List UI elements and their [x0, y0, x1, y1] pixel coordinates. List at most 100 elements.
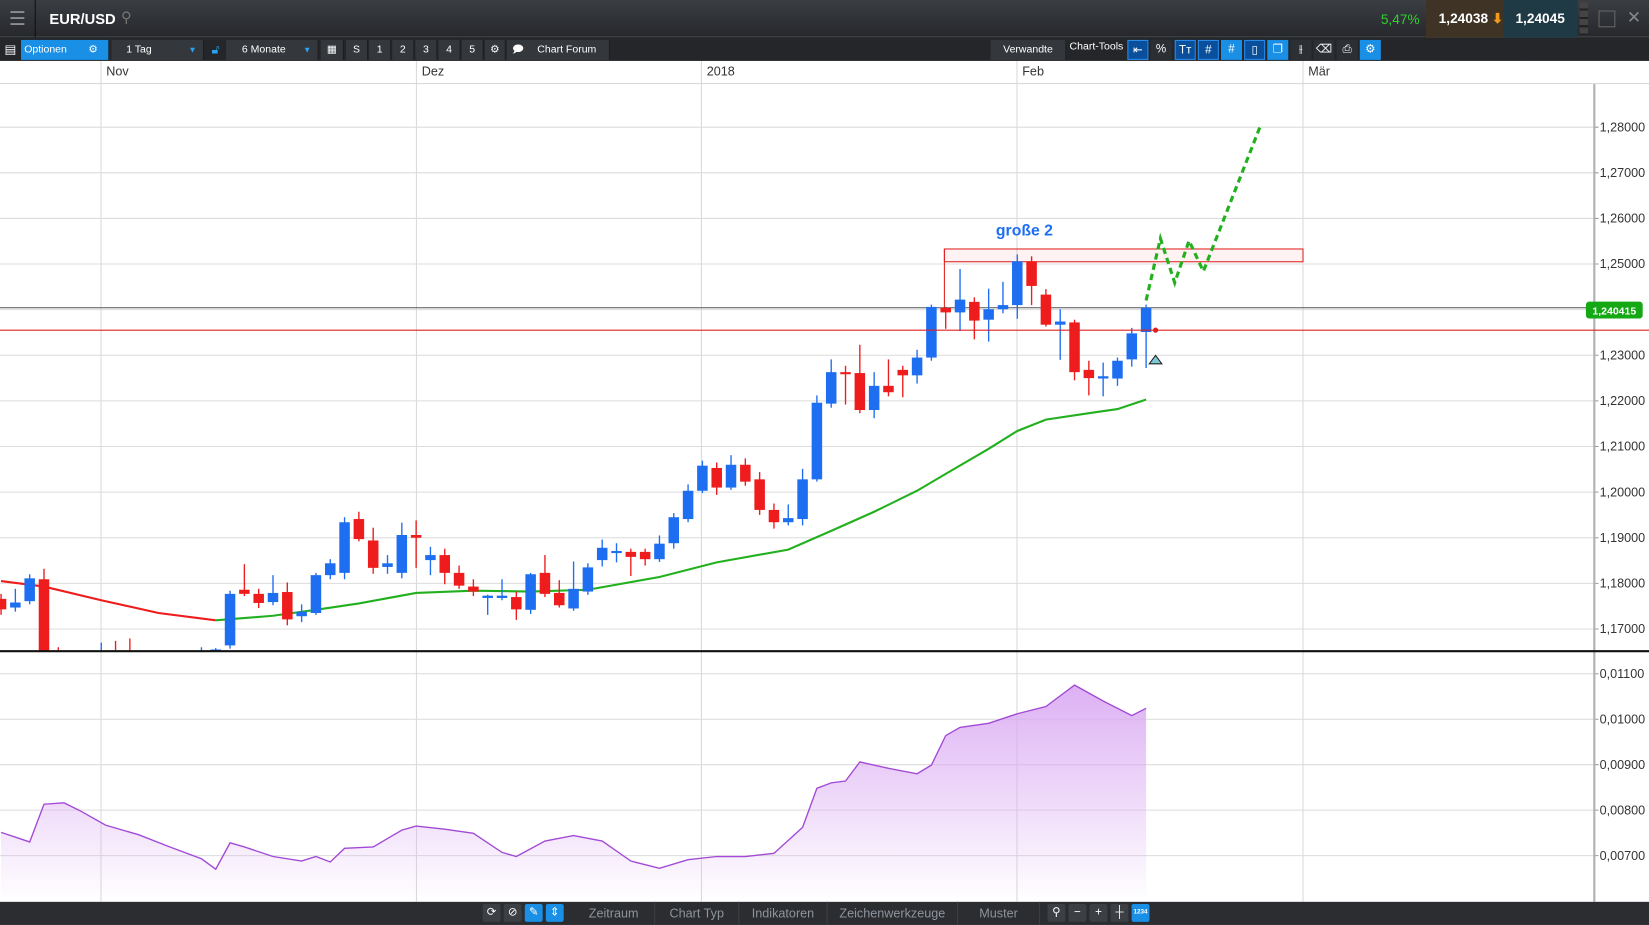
scroll-updown-icon[interactable]: ⇕: [545, 903, 564, 922]
preset-4-button[interactable]: 4: [438, 39, 461, 60]
osc-tick-label: 0,00900: [1600, 758, 1646, 772]
candle: [224, 590, 236, 649]
tab-zeitraum[interactable]: Zeitraum: [573, 901, 656, 925]
crosshair-icon[interactable]: ┼: [1110, 903, 1129, 922]
options-button[interactable]: Optionen ⚙: [21, 39, 110, 60]
preset-3-button[interactable]: 3: [415, 39, 438, 60]
windows-icon[interactable]: ❐: [1267, 39, 1289, 60]
ask-price-button[interactable]: 1,24045 ⬆: [1503, 0, 1578, 64]
chart-forum-label: Chart Forum: [537, 44, 597, 56]
candle: [511, 591, 522, 620]
bid-price-button[interactable]: 1,24038 ⬇: [1426, 0, 1504, 38]
price-tick-label: 1,28000: [1600, 120, 1646, 134]
numbers-icon[interactable]: 1234: [1131, 903, 1150, 922]
calendar-icon[interactable]: ▦: [320, 39, 344, 60]
zoom-in-icon[interactable]: +: [1089, 903, 1108, 922]
preset-5-button[interactable]: 5: [461, 39, 484, 60]
candle: [153, 661, 164, 688]
candle: [410, 520, 422, 568]
symbol-title[interactable]: EUR/USD: [49, 10, 116, 28]
chart-forum-button[interactable]: 🗩︎ Chart Forum: [506, 39, 610, 60]
candle-body: [1083, 369, 1095, 379]
tab-zeichenwerkzeuge[interactable]: Zeichenwerkzeuge: [828, 901, 959, 925]
candle: [114, 640, 117, 651]
candle: [1083, 360, 1095, 396]
back-arrow-icon[interactable]: ⇤: [1127, 39, 1149, 60]
tab-muster[interactable]: Muster: [958, 901, 1041, 925]
search-icon[interactable]: ⚲: [120, 8, 132, 26]
text-size-icon[interactable]: Tт: [1174, 39, 1196, 60]
tab-chart-typ[interactable]: Chart Typ: [655, 901, 740, 925]
settings-edit-icon[interactable]: ⚙: [1359, 39, 1381, 60]
lock-icon[interactable]: 🔓︎: [211, 42, 220, 57]
candle-body: [439, 555, 451, 573]
date-label-feb: Feb: [1022, 64, 1044, 79]
candle-body: [554, 592, 565, 606]
settings-gear-icon[interactable]: ⚙: [484, 39, 506, 60]
print-icon[interactable]: ⎙: [1336, 39, 1358, 60]
candle: [353, 511, 365, 542]
close-icon[interactable]: ✕: [1626, 9, 1642, 28]
zoom-out-icon[interactable]: −: [1068, 903, 1087, 922]
chevron-down-icon: ▼: [302, 45, 312, 55]
candle-body: [53, 652, 64, 666]
disable-icon[interactable]: ⊘: [503, 903, 522, 922]
candle: [425, 546, 436, 576]
related-button[interactable]: Verwandte: [990, 39, 1067, 60]
candle: [811, 395, 823, 482]
candle-icon[interactable]: ▯: [1244, 39, 1266, 60]
price-chart[interactable]: 1,28000 1,27000 1,26000 1,25000 1,23000 1,220…: [0, 60, 1649, 902]
preset-s-button[interactable]: S: [345, 39, 369, 60]
candle: [67, 656, 78, 679]
candle-body: [854, 373, 866, 411]
candle: [253, 588, 264, 608]
candle-body: [768, 509, 780, 523]
candle: [554, 580, 565, 608]
candle-body: [1140, 307, 1152, 333]
candle-body: [969, 301, 980, 321]
refresh-icon[interactable]: ⟳: [482, 903, 501, 922]
preset-2-button[interactable]: 2: [392, 39, 415, 60]
candle-body: [324, 563, 336, 576]
window-restore-icon[interactable]: [1598, 10, 1616, 28]
candle: [129, 638, 131, 651]
hamburger-menu-icon[interactable]: ☰: [0, 0, 36, 38]
price-tick-label: 1,21000: [1600, 440, 1646, 454]
tab-indikatoren[interactable]: Indikatoren: [739, 901, 828, 925]
candle-body: [1126, 333, 1138, 360]
zoom-search-icon[interactable]: ⚲: [1047, 903, 1066, 922]
candle-body: [425, 555, 436, 561]
resistance-zone: [943, 248, 1304, 263]
candle: [711, 462, 722, 495]
percent-icon[interactable]: %: [1150, 39, 1172, 60]
interval-dropdown[interactable]: 1 Tag ▼: [111, 39, 205, 60]
range-dropdown[interactable]: 6 Monate ▼: [226, 39, 319, 60]
candle: [296, 604, 307, 623]
candle: [324, 559, 336, 580]
candle: [940, 306, 951, 329]
grid-icon[interactable]: #: [1197, 39, 1219, 60]
date-axis: Nov Dez 2018 Feb Mär: [0, 60, 1649, 85]
chart-tools-label: Chart-Tools: [1069, 40, 1124, 53]
grid-edit-icon[interactable]: #: [1220, 39, 1243, 60]
annotation-label[interactable]: große 2: [996, 222, 1053, 239]
price-tick-label: 1,23000: [1600, 348, 1646, 362]
candle-body: [496, 595, 508, 598]
candle-body: [582, 567, 594, 592]
candle-body: [697, 465, 708, 491]
candle: [310, 572, 322, 615]
candle-body: [1069, 322, 1080, 373]
arrow-down-icon: ⬇: [1488, 10, 1504, 27]
candle-body: [468, 586, 479, 592]
preset-1-button[interactable]: 1: [369, 39, 392, 60]
candle-body: [1097, 376, 1109, 379]
candle-body: [868, 385, 880, 411]
candle: [1026, 256, 1037, 306]
pencil-icon[interactable]: ✎: [524, 903, 543, 922]
candle: [625, 548, 637, 577]
ohlc-bars-icon[interactable]: ⫲: [1290, 39, 1312, 60]
tag-icon[interactable]: ⌫: [1313, 39, 1335, 60]
candle: [1097, 362, 1109, 397]
candle: [1126, 327, 1138, 367]
list-icon[interactable]: ▤: [4, 42, 17, 57]
